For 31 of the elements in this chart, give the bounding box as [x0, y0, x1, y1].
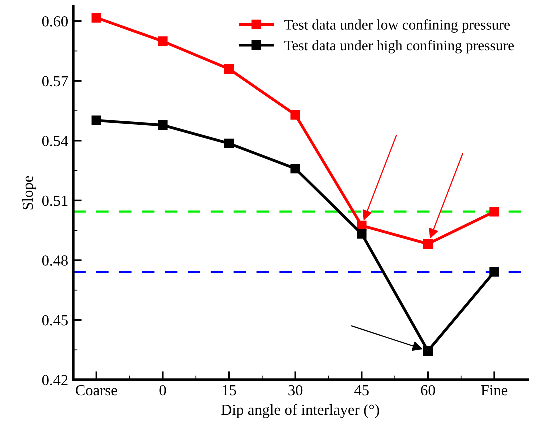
- point: [290, 164, 300, 174]
- y-tick-label: 0.48: [42, 256, 68, 266]
- y-tick-label: 0.57: [42, 76, 68, 87]
- point: [224, 64, 234, 74]
- point: [224, 138, 234, 149]
- point: [290, 110, 300, 120]
- y-tick-label: 0.54: [42, 136, 68, 146]
- x-tick-label: 0: [160, 385, 166, 396]
- point: [423, 346, 434, 356]
- point: [92, 13, 102, 23]
- y-axis-title: Slope: [22, 176, 36, 210]
- point: [357, 229, 367, 239]
- point: [158, 36, 168, 46]
- point: [158, 120, 168, 130]
- point: [490, 267, 500, 277]
- legend-label: Test data under high confining pressure: [284, 40, 514, 54]
- point: [490, 206, 500, 217]
- x-tick-label: 15: [222, 385, 236, 396]
- point: [92, 116, 102, 126]
- x-tick-label: 45: [354, 385, 369, 396]
- x-tick-label: 30: [288, 385, 303, 396]
- y-tick-label: 0.42: [42, 375, 68, 386]
- x-tick-label: 60: [421, 385, 436, 396]
- x-axis-title: Dip angle of interlayer (°): [222, 404, 380, 418]
- x-tick-label: Fine: [481, 385, 508, 396]
- y-tick-label: 0.45: [42, 315, 68, 326]
- x-tick-label: Coarse: [76, 385, 118, 396]
- y-tick-label: 0.60: [42, 16, 68, 27]
- y-tick-label: 0.51: [42, 196, 68, 206]
- point: [423, 239, 434, 249]
- legend-label: Test data under low confining pressure: [284, 20, 510, 33]
